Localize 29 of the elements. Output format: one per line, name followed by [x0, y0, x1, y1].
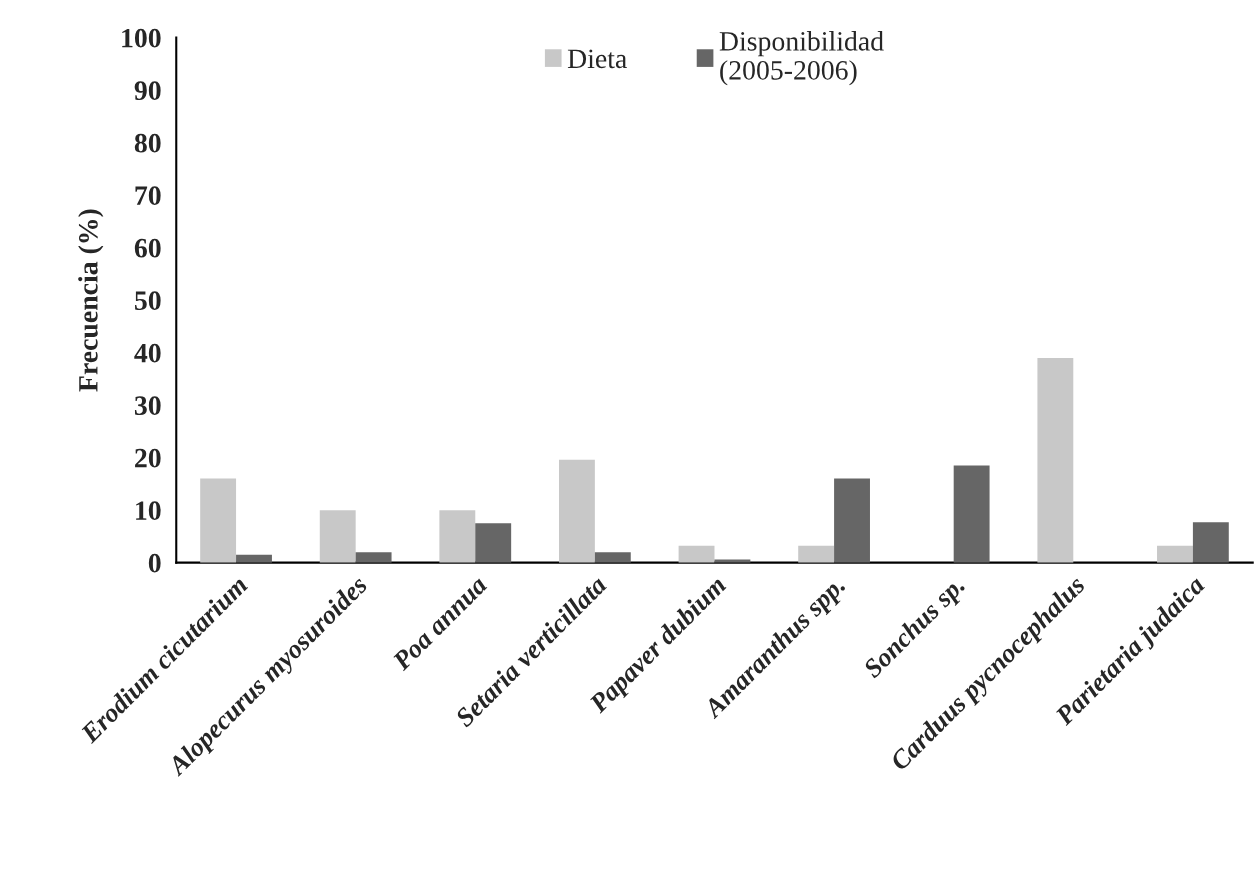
y-tick-label: 10 [136, 501, 161, 521]
bar [834, 478, 870, 563]
bar [319, 510, 356, 563]
bar [200, 478, 237, 563]
y-tick-label: 100 [122, 28, 161, 48]
bar [439, 510, 476, 563]
y-tick-label: 90 [134, 81, 161, 101]
y-axis-title: Frecuencia (%) [78, 209, 104, 392]
bar [594, 552, 631, 563]
bar [678, 545, 715, 563]
y-tick-label: 50 [135, 291, 161, 311]
bar [1157, 545, 1193, 563]
bar [475, 523, 512, 563]
y-tick-label: 20 [135, 448, 161, 468]
bar [1192, 522, 1229, 563]
bar [1037, 357, 1074, 563]
legend-label: Disponibilidad (2005-2006) [719, 31, 884, 86]
y-tick-label: 60 [134, 238, 161, 258]
bar [798, 545, 835, 563]
y-tick-label: 80 [134, 133, 161, 153]
legend-label: Dieta [567, 49, 627, 69]
y-tick-label: 0 [148, 553, 161, 573]
y-tick-label: 40 [134, 343, 161, 363]
bar [559, 459, 595, 563]
bar [953, 465, 990, 563]
y-tick-label: 30 [134, 396, 161, 416]
y-tick-label: 70 [135, 186, 161, 206]
bar [355, 552, 392, 563]
bar [714, 559, 751, 563]
